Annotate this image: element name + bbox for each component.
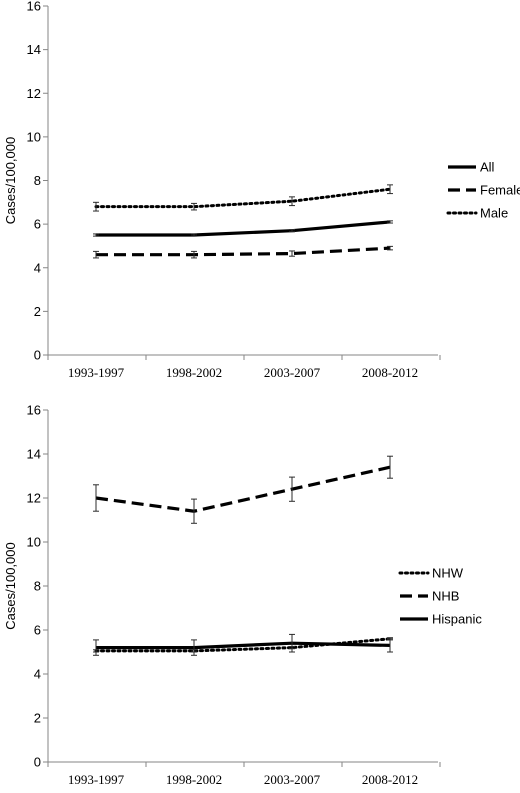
error-bar-nhb [289,476,295,502]
series-line-nhb [95,465,391,513]
legend-item-nhb: NHB [400,589,459,604]
x-tick-label: 2008-2012 [362,772,418,787]
y-tick-label: 2 [34,711,41,726]
y-tick-label: 6 [34,217,41,232]
y-tick-label: 12 [27,491,41,506]
error-bar-female [289,250,295,257]
legend-item-hispanic: Hispanic [400,612,482,627]
y-tick-label: 10 [27,129,41,144]
error-bar-nhb [93,484,99,512]
x-tick-label: 1998-2002 [166,772,222,787]
series-line-hispanic [96,641,391,650]
chart-panel-2: 0 2 4 6 8 10 12 14 16 1993-1997 1998-2002 2003-2007… [3,403,482,788]
x-tick-label: 1998-2002 [166,365,222,380]
y-tick-label: 10 [27,535,41,550]
y-tick-label: 0 [34,755,41,770]
error-bar-hispanic [387,638,393,653]
series-line-female [96,246,391,257]
y-tick-label: 16 [27,403,41,418]
x-tick-label: 2008-2012 [362,365,418,380]
error-bar-all [93,233,99,237]
x-tick-label: 2003-2007 [264,365,321,380]
y-axis-label: Cases/100,000 [3,137,18,224]
y-tick-label: 16 [27,0,41,14]
y-tick-label: 14 [27,447,41,462]
legend-item-female: Female [448,183,520,198]
y-tick-label: 6 [34,623,41,638]
error-bar-hispanic [289,633,295,653]
x-tick-label: 1993-1997 [68,772,125,787]
error-bar-hispanic [191,639,197,656]
error-bar-all [387,220,393,224]
error-bar-male [387,184,393,195]
error-bar-hispanic [93,639,99,656]
legend-item-nhw: NHW [398,566,464,581]
y-tick-label: 0 [34,348,41,363]
error-bar-male [191,202,197,211]
y-tick-label: 12 [27,86,41,101]
legend-item-male: Male [446,206,508,221]
error-bar-female [191,250,197,259]
x-tick-label: 2003-2007 [264,772,321,787]
legend-label: All [480,160,495,175]
legend-label: Female [480,183,520,198]
y-tick-label: 8 [34,173,41,188]
y-tick-label: 2 [34,304,41,319]
y-tick-label: 14 [27,42,41,57]
y-axis-label: Cases/100,000 [3,542,18,629]
legend-label: Male [480,206,508,221]
series-line-all [96,220,391,237]
legend-label: NHB [432,589,459,604]
y-tick-label: 4 [34,260,41,275]
x-tick-label: 1993-1997 [68,365,125,380]
error-bar-male [289,196,295,207]
y-tick-label: 4 [34,667,41,682]
error-bar-all [289,229,295,233]
y-tick-label: 8 [34,579,41,594]
error-bar-nhb [191,498,197,524]
error-bar-female [93,250,99,259]
series-line-male [94,187,392,209]
chart-panel-1: 0 2 4 6 8 10 12 14 16 1993-1997 1998-2002 2003-2007… [3,0,520,380]
legend-label: Hispanic [432,612,482,627]
error-bar-all [191,233,197,237]
legend-label: NHW [432,566,464,581]
error-bar-nhb [387,455,393,479]
error-bar-female [387,245,393,251]
error-bar-male [93,201,99,212]
legend-item-all: All [448,160,495,175]
